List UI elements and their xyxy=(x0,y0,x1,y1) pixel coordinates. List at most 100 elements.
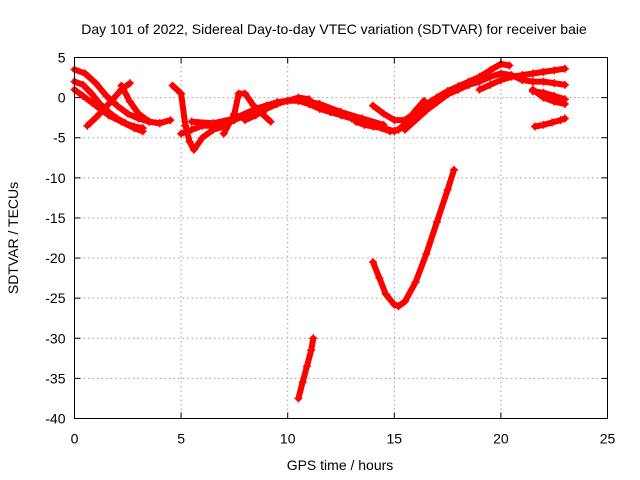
data-point xyxy=(117,81,126,90)
y-tick-label: -30 xyxy=(45,330,65,346)
y-tick-label: -35 xyxy=(45,370,65,386)
data-point xyxy=(168,81,177,90)
series-arc-18 xyxy=(531,114,569,131)
y-tick-label: 0 xyxy=(58,90,66,106)
data-point xyxy=(79,80,88,89)
grid-lines xyxy=(74,57,608,419)
x-tick-label: 15 xyxy=(387,431,403,447)
data-point xyxy=(283,96,292,105)
plot-frame xyxy=(74,57,608,419)
series-arc-14 xyxy=(422,69,569,110)
data-point xyxy=(411,116,420,125)
data-point xyxy=(550,66,559,75)
x-tick-label: 25 xyxy=(600,431,616,447)
data-point xyxy=(241,89,250,98)
data-point xyxy=(560,80,569,89)
axis-ticks xyxy=(74,57,608,419)
series-line xyxy=(529,88,568,103)
data-point xyxy=(496,75,505,84)
series-arc-6 xyxy=(168,81,228,154)
data-point xyxy=(249,101,258,110)
data-point xyxy=(449,165,458,174)
data-point xyxy=(181,121,190,130)
data-point xyxy=(560,114,569,123)
data-series xyxy=(70,59,569,403)
data-point xyxy=(102,92,111,101)
data-point xyxy=(475,77,484,86)
data-point xyxy=(548,118,557,127)
data-point xyxy=(87,89,96,98)
data-point xyxy=(422,101,431,110)
data-point xyxy=(219,129,228,138)
data-point xyxy=(100,104,109,113)
data-point xyxy=(443,185,452,194)
data-point xyxy=(91,79,100,88)
data-point xyxy=(368,122,377,131)
x-tick-label: 5 xyxy=(177,431,185,447)
data-point xyxy=(315,100,324,109)
data-point xyxy=(400,297,409,306)
data-point xyxy=(422,250,431,259)
series-arc-15 xyxy=(475,64,569,94)
data-point xyxy=(209,119,218,128)
series-line xyxy=(118,82,174,127)
data-point xyxy=(390,116,399,125)
data-point xyxy=(486,80,495,89)
data-point xyxy=(400,116,409,125)
data-point xyxy=(475,85,484,94)
data-point xyxy=(145,117,154,126)
data-point xyxy=(550,79,559,88)
data-point xyxy=(507,72,516,81)
data-point xyxy=(187,125,196,134)
data-point xyxy=(539,77,548,86)
data-point xyxy=(377,124,386,133)
data-point xyxy=(166,116,175,125)
data-point xyxy=(309,334,318,343)
data-point xyxy=(155,119,164,128)
data-point xyxy=(187,117,196,126)
data-point xyxy=(123,109,132,118)
data-point xyxy=(556,116,565,125)
data-point xyxy=(266,117,275,126)
y-tick-label: -20 xyxy=(45,250,65,266)
data-point xyxy=(230,109,239,118)
data-point xyxy=(539,120,548,129)
data-point xyxy=(432,93,441,102)
data-point xyxy=(550,92,559,101)
data-point xyxy=(241,116,250,125)
series-line xyxy=(169,82,227,153)
data-point xyxy=(83,121,92,130)
data-point xyxy=(91,113,100,122)
series-arc-19 xyxy=(294,334,318,403)
data-point xyxy=(125,79,134,88)
series-arc-10 xyxy=(241,93,314,125)
data-point xyxy=(177,89,186,98)
data-point xyxy=(375,274,384,283)
data-point xyxy=(294,394,303,403)
data-point xyxy=(381,290,390,299)
data-point xyxy=(394,302,403,311)
data-point xyxy=(198,133,207,142)
x-tick-labels: 0 5 10 15 20 25 xyxy=(71,431,616,447)
chart-title: Day 101 of 2022, Sidereal Day-to-day VTE… xyxy=(81,21,587,37)
data-point xyxy=(189,145,198,154)
x-tick-label: 20 xyxy=(493,431,509,447)
y-tick-label: -25 xyxy=(45,290,65,306)
data-point xyxy=(400,125,409,134)
data-point xyxy=(379,109,388,118)
y-tick-label: -10 xyxy=(45,170,65,186)
y-tick-label: -15 xyxy=(45,210,65,226)
data-point xyxy=(104,111,113,120)
data-point xyxy=(87,98,96,107)
data-point xyxy=(134,109,143,118)
x-axis-label: GPS time / hours xyxy=(287,457,394,473)
series-arc-17 xyxy=(528,87,569,104)
data-point xyxy=(539,67,548,76)
data-point xyxy=(113,101,122,110)
data-point xyxy=(251,111,260,120)
data-point xyxy=(443,87,452,96)
data-point xyxy=(432,217,441,226)
data-point xyxy=(360,120,369,129)
data-point xyxy=(130,124,139,133)
